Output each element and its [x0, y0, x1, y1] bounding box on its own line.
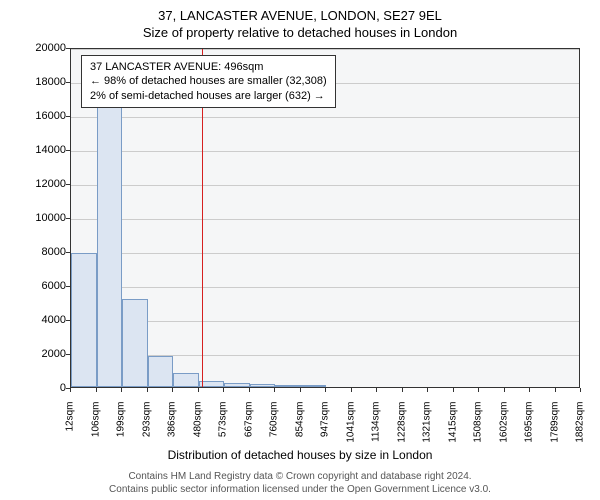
x-tick-label: 1695sqm [524, 402, 535, 452]
x-tick [96, 388, 97, 392]
histogram-bar [275, 385, 301, 387]
y-tick-label: 14000 [16, 144, 66, 156]
x-tick [300, 388, 301, 392]
y-tick-label: 10000 [16, 212, 66, 224]
histogram-chart: 37, LANCASTER AVENUE, LONDON, SE27 9EL S… [0, 0, 600, 500]
footer-attribution: Contains HM Land Registry data © Crown c… [0, 470, 600, 496]
x-tick-label: 854sqm [294, 402, 305, 452]
y-tick-label: 2000 [16, 348, 66, 360]
x-tick [580, 388, 581, 392]
histogram-bar [224, 383, 250, 387]
histogram-bar [71, 253, 97, 387]
x-tick-label: 1228sqm [396, 402, 407, 452]
x-tick-label: 199sqm [116, 402, 127, 452]
histogram-bar [250, 384, 276, 387]
y-tick-label: 6000 [16, 280, 66, 292]
histogram-bar [122, 299, 148, 387]
x-tick-label: 293sqm [141, 402, 152, 452]
x-tick [555, 388, 556, 392]
x-tick-label: 1041sqm [345, 402, 356, 452]
histogram-bar [148, 356, 174, 387]
x-tick-label: 760sqm [269, 402, 280, 452]
y-tick [66, 286, 70, 287]
y-tick-label: 0 [16, 382, 66, 394]
x-tick [198, 388, 199, 392]
x-tick [478, 388, 479, 392]
y-tick [66, 218, 70, 219]
footer-line-2: Contains public sector information licen… [0, 483, 600, 496]
x-tick-label: 667sqm [243, 402, 254, 452]
x-tick [427, 388, 428, 392]
x-tick [402, 388, 403, 392]
x-tick [325, 388, 326, 392]
x-tick [249, 388, 250, 392]
gridline [71, 287, 579, 288]
y-tick-label: 18000 [16, 76, 66, 88]
x-tick [453, 388, 454, 392]
y-tick-label: 16000 [16, 110, 66, 122]
x-tick-label: 1882sqm [575, 402, 586, 452]
x-tick [223, 388, 224, 392]
info-box: 37 LANCASTER AVENUE: 496sqm← 98% of deta… [81, 55, 336, 108]
x-tick-label: 1789sqm [549, 402, 560, 452]
y-tick [66, 354, 70, 355]
x-tick [529, 388, 530, 392]
y-tick [66, 320, 70, 321]
x-tick [376, 388, 377, 392]
gridline [71, 117, 579, 118]
info-box-line: ← 98% of detached houses are smaller (32… [90, 74, 327, 88]
x-tick-label: 480sqm [192, 402, 203, 452]
y-tick-label: 12000 [16, 178, 66, 190]
y-tick-label: 4000 [16, 314, 66, 326]
histogram-bar [97, 107, 123, 388]
x-tick [351, 388, 352, 392]
x-tick-label: 106sqm [90, 402, 101, 452]
x-tick [274, 388, 275, 392]
y-tick [66, 150, 70, 151]
x-tick-label: 1508sqm [473, 402, 484, 452]
x-tick-label: 1134sqm [371, 402, 382, 452]
x-tick-label: 1602sqm [498, 402, 509, 452]
chart-title-sub: Size of property relative to detached ho… [0, 23, 600, 40]
x-tick [121, 388, 122, 392]
y-tick [66, 116, 70, 117]
y-tick [66, 48, 70, 49]
x-tick [504, 388, 505, 392]
x-tick [70, 388, 71, 392]
info-box-line: 2% of semi-detached houses are larger (6… [90, 89, 327, 103]
gridline [71, 151, 579, 152]
x-tick-label: 573sqm [218, 402, 229, 452]
x-tick-label: 386sqm [167, 402, 178, 452]
y-tick [66, 252, 70, 253]
chart-title-main: 37, LANCASTER AVENUE, LONDON, SE27 9EL [0, 0, 600, 23]
y-tick [66, 82, 70, 83]
gridline [71, 253, 579, 254]
info-box-line: 37 LANCASTER AVENUE: 496sqm [90, 60, 327, 74]
y-tick-label: 20000 [16, 42, 66, 54]
y-tick-label: 8000 [16, 246, 66, 258]
gridline [71, 219, 579, 220]
plot-area: 37 LANCASTER AVENUE: 496sqm← 98% of deta… [70, 48, 580, 388]
gridline [71, 49, 579, 50]
x-tick-label: 947sqm [320, 402, 331, 452]
histogram-bar [301, 385, 327, 387]
gridline [71, 185, 579, 186]
histogram-bar [173, 373, 199, 387]
x-tick-label: 1415sqm [447, 402, 458, 452]
x-tick [147, 388, 148, 392]
y-tick [66, 184, 70, 185]
footer-line-1: Contains HM Land Registry data © Crown c… [0, 470, 600, 483]
x-tick-label: 1321sqm [422, 402, 433, 452]
x-tick-label: 12sqm [65, 402, 76, 452]
x-tick [172, 388, 173, 392]
